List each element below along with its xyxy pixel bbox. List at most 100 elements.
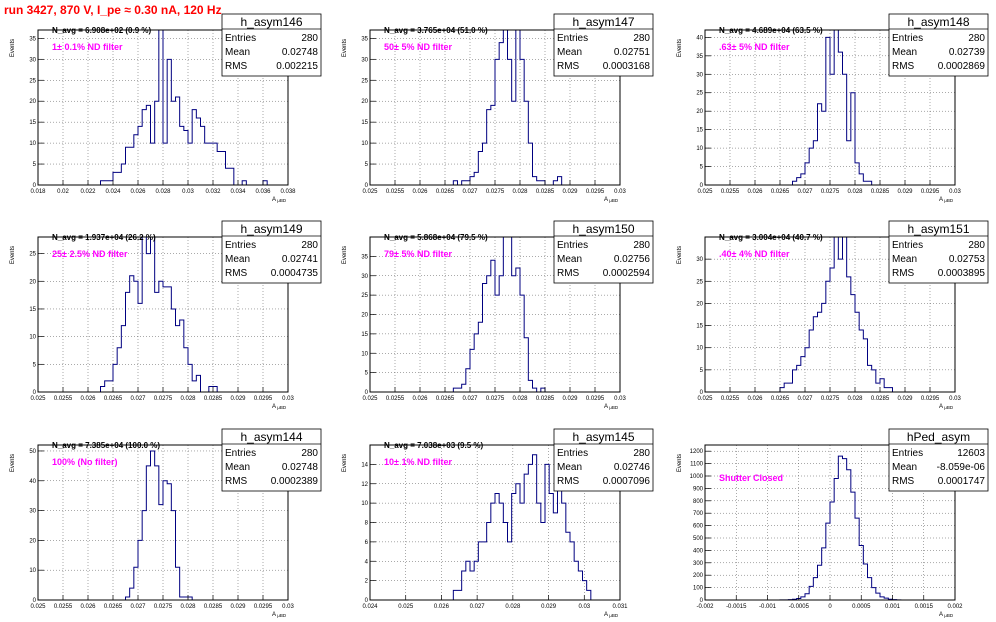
stats-box: hPed_asym Entries 12603 Mean -8.059e-06 RMS 0.… (888, 428, 989, 492)
stats-value: 0.0003168 (603, 61, 651, 72)
y-tick-label: 15 (361, 120, 368, 126)
x-tick-label: 0.027 (462, 396, 478, 402)
y-axis-title: Events (677, 454, 683, 472)
x-tick-label: 0.025 (697, 396, 713, 402)
navg-annotation: N_avg = 3.004e+04 (40.7 %) (719, 233, 823, 242)
y-tick-label: 600 (693, 524, 704, 530)
x-tick-label: 0.026 (747, 189, 763, 195)
x-tick-label: 0.0255 (721, 189, 740, 195)
x-tick-label: 0.026 (80, 604, 96, 610)
stats-box: h_asym151 Entries 280 Mean 0.02753 RMS 0.00038… (888, 220, 989, 284)
x-tick-label: 0.028 (505, 604, 521, 610)
x-tick-label: 0.0295 (254, 396, 273, 402)
stats-value: 0.0007096 (603, 476, 651, 487)
y-tick-label: 10 (696, 146, 703, 152)
y-tick-label: 200 (693, 573, 704, 579)
x-tick-label: 0.025 (398, 604, 414, 610)
x-tick-label: 0.027 (462, 189, 478, 195)
stats-value: 0.002215 (276, 61, 318, 72)
y-tick-label: 700 (693, 511, 704, 517)
histogram-name: hPed_asym (907, 430, 970, 444)
stats-value: 280 (633, 240, 650, 251)
x-tick-label: 0.028 (512, 189, 528, 195)
x-tick-label: 0.0265 (771, 189, 790, 195)
y-tick-label: 25 (696, 279, 703, 285)
y-tick-label: 6 (365, 540, 369, 546)
y-tick-label: 35 (696, 54, 703, 60)
y-tick-label: 20 (361, 313, 368, 319)
x-tick-label: 0.0005 (852, 604, 871, 610)
stats-box: h_asym145 Entries 280 Mean 0.02746 RMS 0.00070… (553, 428, 654, 492)
x-tick-label: 0.0255 (386, 396, 405, 402)
stats-label: Mean (225, 47, 250, 58)
stats-value: 0.0002594 (603, 268, 651, 279)
x-tick-label: 0.0015 (915, 604, 934, 610)
y-tick-label: 900 (693, 486, 704, 492)
navg-annotation: N_avg = 6.908e+02 (0.9 %) (52, 26, 152, 35)
filter-annotation: 25± 2.5% ND filter (52, 249, 128, 259)
run-title: run 3427, 870 V, I_pe ≈ 0.30 nA, 120 Hz (4, 3, 222, 17)
x-tick-label: 0.025 (362, 189, 378, 195)
x-tick-label: 0.034 (230, 189, 246, 195)
stats-value: 0.0002389 (271, 476, 319, 487)
x-tick-label: 0.0295 (921, 396, 940, 402)
x-tick-label: 0.029 (541, 604, 557, 610)
stats-label: Mean (557, 47, 582, 58)
y-tick-label: 0 (365, 598, 369, 604)
stats-label: Mean (892, 254, 917, 265)
y-tick-label: 500 (693, 536, 704, 542)
y-tick-label: 8 (365, 521, 369, 527)
y-tick-label: 15 (696, 324, 703, 330)
stats-value: -8.059e-06 (937, 462, 986, 473)
navg-annotation: N_avg = 3.765e+04 (51.0 %) (384, 26, 488, 35)
x-tick-label: 0.026 (130, 189, 146, 195)
histogram-panel-h_asym149: 0.025 0.0255 0.026 0.0265 0.027 0.0275 0.028 0.… (10, 220, 322, 410)
x-tick-label: 0.028 (847, 189, 863, 195)
x-tick-label: 0.0265 (104, 604, 123, 610)
y-tick-label: 40 (696, 35, 703, 41)
x-tick-label: 0.002 (947, 604, 963, 610)
histogram-name: h_asym147 (572, 15, 634, 29)
stats-label: Mean (225, 462, 250, 473)
y-tick-label: 400 (693, 548, 704, 554)
y-tick-label: 5 (33, 362, 37, 368)
x-axis-title: A μBD (939, 612, 954, 618)
y-tick-label: 0 (700, 598, 704, 604)
y-tick-label: 25 (29, 252, 36, 258)
y-tick-label: 20 (29, 279, 36, 285)
x-tick-label: 0.0255 (54, 604, 73, 610)
x-axis-title: A μBD (939, 404, 954, 410)
filter-annotation: 1± 0.1% ND filter (52, 42, 123, 52)
filter-annotation: 79± 5% ND filter (384, 249, 452, 259)
y-tick-label: 800 (693, 499, 704, 505)
stats-value: 280 (633, 33, 650, 44)
histogram-name: h_asym149 (240, 222, 302, 236)
stats-label: RMS (557, 268, 580, 279)
x-tick-label: 0.03 (282, 396, 294, 402)
stats-value: 0.02741 (282, 254, 319, 265)
stats-box-frame (221, 428, 322, 492)
y-tick-label: 15 (361, 332, 368, 338)
stats-label: Entries (557, 448, 588, 459)
stats-label: Mean (557, 254, 582, 265)
stats-box-frame (553, 13, 654, 77)
y-tick-label: 12 (361, 482, 368, 488)
x-tick-label: 0.029 (897, 396, 913, 402)
x-tick-label: 0.031 (612, 604, 628, 610)
x-tick-label: 0.0285 (204, 396, 223, 402)
y-tick-label: 5 (365, 162, 369, 168)
y-tick-label: 0 (700, 183, 704, 189)
x-tick-label: 0.026 (412, 396, 428, 402)
x-tick-label: 0.0285 (204, 604, 223, 610)
y-tick-label: 35 (29, 36, 36, 42)
histogram-name: h_asym144 (240, 430, 302, 444)
stats-label: Entries (892, 448, 923, 459)
y-tick-label: 4 (365, 559, 369, 565)
filter-annotation: 50± 5% ND filter (384, 42, 452, 52)
x-tick-label: 0 (828, 604, 832, 610)
x-tick-label: 0.0275 (486, 396, 505, 402)
x-tick-label: 0.03 (949, 189, 961, 195)
stats-box: h_asym149 Entries 280 Mean 0.02741 RMS 0.00047… (221, 220, 322, 284)
stats-label: RMS (557, 61, 580, 72)
x-tick-label: 0.03 (949, 396, 961, 402)
